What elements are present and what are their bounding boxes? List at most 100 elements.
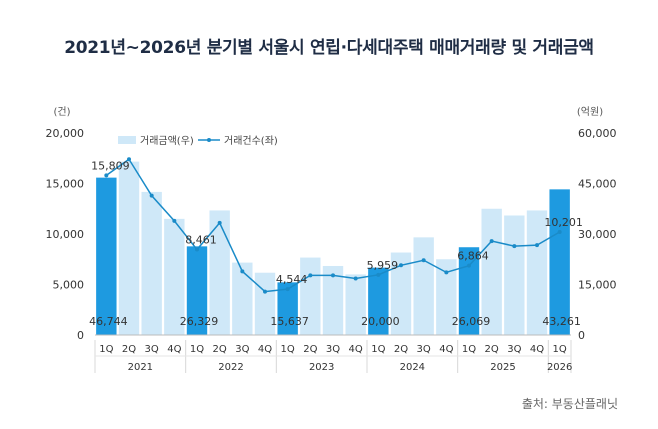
count-point — [285, 287, 290, 292]
count-data-label: 5,959 — [367, 259, 399, 272]
amount-data-label: 26,329 — [180, 315, 219, 328]
count-point — [263, 289, 267, 294]
legend-line-label: 거래건수(좌) — [224, 135, 278, 147]
year-label: 2024 — [400, 362, 425, 373]
year-label: 2021 — [128, 362, 153, 373]
amount-bar — [96, 177, 117, 335]
count-point — [149, 193, 154, 198]
amount-data-label: 15,637 — [270, 315, 309, 328]
count-point — [399, 263, 403, 268]
year-label: 2025 — [490, 362, 515, 373]
quarter-tick-label: 3Q — [326, 344, 340, 355]
source-note: 출처: 부동산플래닛 — [521, 397, 618, 411]
left-tick-label: 5,000 — [53, 279, 85, 292]
count-data-label: 4,544 — [276, 273, 308, 286]
amount-bar — [118, 161, 140, 335]
year-label: 2022 — [218, 362, 243, 373]
amount-bar — [186, 246, 208, 335]
quarter-tick-label: 4Q — [167, 344, 181, 355]
amount-bar — [390, 252, 412, 335]
amount-bar — [277, 282, 298, 335]
quarter-tick-label: 1Q — [99, 344, 113, 355]
quarter-tick-label: 4Q — [439, 344, 453, 355]
count-point — [172, 218, 177, 223]
quarter-tick-label: 4Q — [349, 344, 363, 355]
count-point — [557, 229, 562, 234]
count-point — [195, 247, 199, 252]
amount-bar — [368, 267, 389, 335]
left-tick-label: 0 — [77, 329, 84, 342]
left-axis-unit: (건) — [53, 106, 70, 118]
amount-data-label: 46,744 — [89, 315, 128, 328]
quarter-tick-label: 2Q — [213, 344, 227, 355]
amount-bar — [481, 208, 502, 335]
amount-data-label: 43,261 — [542, 315, 581, 328]
right-tick-label: 0 — [578, 329, 585, 342]
count-point — [240, 269, 245, 274]
amount-bar — [504, 215, 525, 335]
amount-bar — [436, 259, 457, 335]
amount-bar — [549, 189, 570, 335]
year-label: 2023 — [309, 362, 334, 373]
quarter-tick-label: 4Q — [530, 344, 544, 355]
right-tick-label: 60,000 — [578, 127, 617, 140]
quarter-tick-label: 1Q — [281, 344, 295, 355]
quarter-tick-label: 1Q — [190, 344, 204, 355]
right-tick-label: 45,000 — [578, 178, 617, 191]
legend-line-marker — [207, 138, 211, 142]
count-point — [444, 270, 449, 275]
left-tick-label: 10,000 — [46, 228, 85, 241]
amount-bar — [345, 274, 366, 335]
right-tick-label: 15,000 — [578, 279, 617, 292]
count-point — [308, 273, 313, 278]
amount-bar — [164, 218, 185, 335]
count-point — [535, 243, 539, 248]
amount-data-label: 26,069 — [452, 315, 491, 328]
amount-bar — [141, 191, 162, 335]
count-point — [331, 273, 335, 278]
quarter-tick-label: 1Q — [462, 344, 476, 355]
chart-title: 2021년~2026년 분기별 서울시 연립·다세대주택 매매거래량 및 거래금… — [64, 38, 594, 58]
quarter-tick-label: 2Q — [485, 344, 499, 355]
right-axis-unit: (억원) — [577, 106, 603, 118]
legend-bar-label: 거래금액(우) — [140, 135, 194, 147]
count-point — [127, 157, 131, 162]
quarter-tick-label: 2Q — [394, 344, 408, 355]
count-data-label: 8,461 — [185, 234, 217, 247]
count-data-label: 15,809 — [91, 159, 130, 172]
quarter-tick-label: 3Q — [145, 344, 159, 355]
quarter-tick-label: 3Q — [417, 344, 431, 355]
count-point — [353, 276, 358, 281]
quarter-tick-label: 4Q — [258, 344, 272, 355]
amount-bar — [232, 262, 253, 335]
amount-bar — [413, 237, 434, 335]
count-point — [217, 220, 222, 225]
amount-bar — [300, 257, 321, 335]
count-point — [512, 244, 517, 249]
count-point — [421, 258, 426, 263]
count-data-label: 10,201 — [544, 216, 583, 229]
right-tick-label: 30,000 — [578, 228, 617, 241]
count-point — [376, 272, 381, 277]
count-point — [467, 263, 471, 268]
count-data-label: 6,864 — [457, 250, 489, 263]
amount-bar — [254, 272, 276, 335]
quarter-tick-label: 3Q — [507, 344, 521, 355]
quarter-tick-label: 1Q — [371, 344, 385, 355]
amount-bar — [322, 265, 344, 335]
quarter-tick-label: 2Q — [303, 344, 317, 355]
quarter-tick-label: 2Q — [122, 344, 136, 355]
year-label: 2026 — [547, 362, 572, 373]
count-point — [104, 173, 109, 178]
amount-bar — [209, 210, 230, 335]
quarter-tick-label: 1Q — [553, 344, 567, 355]
amount-data-label: 20,000 — [361, 315, 400, 328]
quarter-tick-label: 3Q — [235, 344, 249, 355]
left-tick-label: 20,000 — [46, 127, 85, 140]
amount-bar — [458, 247, 480, 335]
legend-bar-swatch — [118, 136, 136, 144]
count-point — [489, 239, 494, 244]
left-tick-label: 15,000 — [46, 178, 85, 191]
